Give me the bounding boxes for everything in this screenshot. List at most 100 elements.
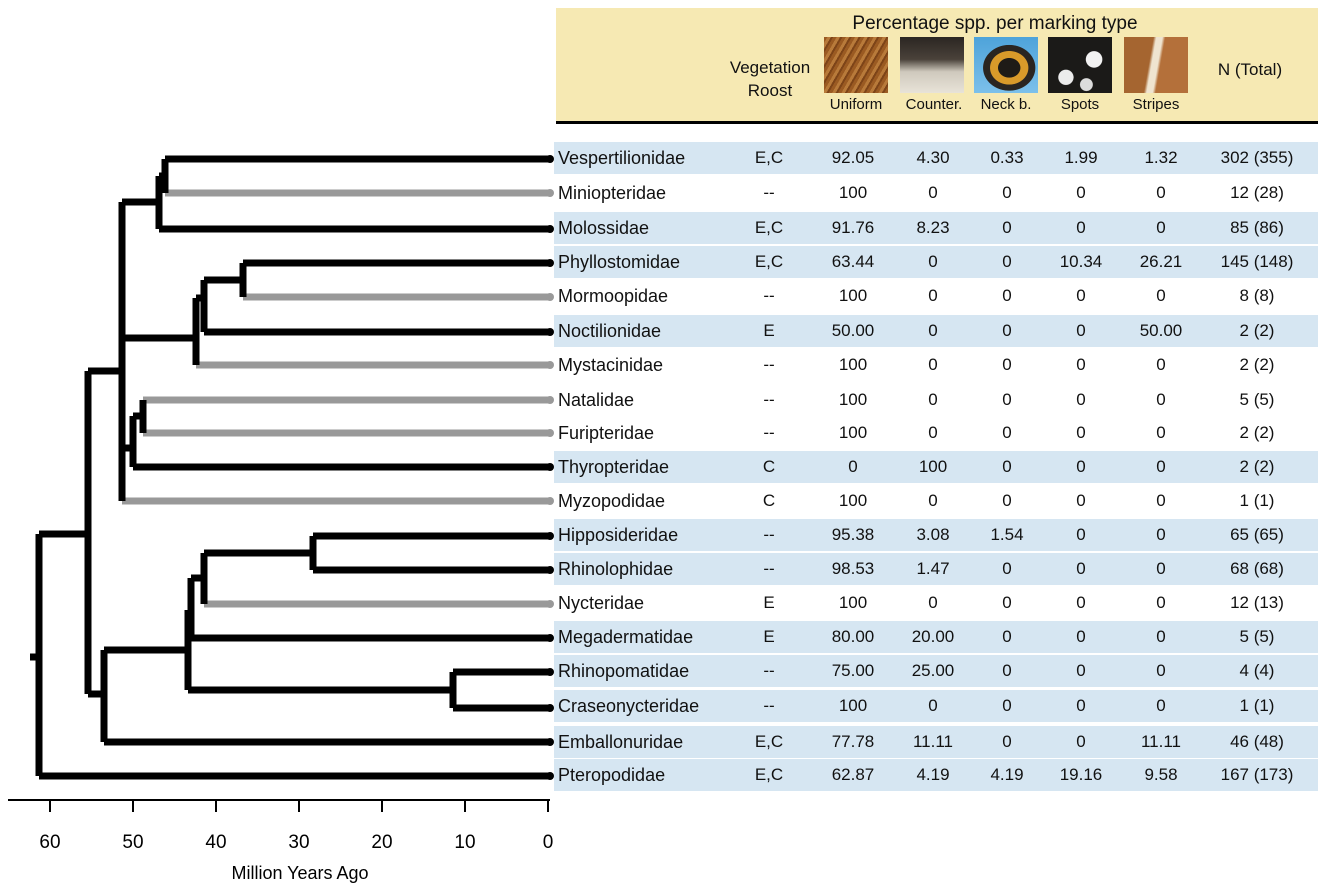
family-name: Natalidae xyxy=(558,390,635,410)
cell-uniform: 91.76 xyxy=(831,218,875,237)
cell-stripes: 0 xyxy=(1156,423,1166,442)
cell-counter: 8.23 xyxy=(916,218,950,237)
cell-neck: 0 xyxy=(1002,252,1012,271)
cell-spots: 0 xyxy=(1076,321,1086,340)
time-axis: 60 50 40 30 20 10 0 Million Years Ago xyxy=(8,799,553,883)
cell-uniform: 80.00 xyxy=(831,627,875,646)
tip-node xyxy=(546,704,554,712)
cell-counter: 20.00 xyxy=(911,627,955,646)
cell-n: 145 (148) xyxy=(1220,252,1294,271)
cell-roost: E,C xyxy=(754,732,784,751)
tip-node xyxy=(546,532,554,540)
tip-node xyxy=(546,155,554,163)
table-row: Natalidae -- 100 0 0 0 0 5 (5) xyxy=(554,384,1318,416)
family-name: Rhinolophidae xyxy=(558,559,674,579)
table-row: Megadermatidae E 80.00 20.00 0 0 0 5 (5) xyxy=(554,621,1318,653)
cell-spots: 0 xyxy=(1076,286,1086,305)
table-row: Mormoopidae -- 100 0 0 0 0 8 (8) xyxy=(554,280,1318,312)
cell-counter: 0 xyxy=(928,355,938,374)
cell-spots: 0 xyxy=(1076,525,1086,544)
cell-spots: 0 xyxy=(1076,423,1086,442)
vegetation-roost-header: Vegetation Roost xyxy=(729,58,811,100)
cell-n: 68 (68) xyxy=(1230,559,1284,578)
marking-label-uniform: Uniform xyxy=(829,96,883,113)
tip-node xyxy=(546,497,554,505)
cell-stripes: 50.00 xyxy=(1139,321,1183,340)
family-name: Nycteridae xyxy=(558,593,645,613)
cell-roost: -- xyxy=(763,423,775,442)
cell-neck: 0 xyxy=(1002,661,1012,680)
cell-stripes: 0 xyxy=(1156,218,1166,237)
cell-neck: 0 xyxy=(1002,390,1012,409)
table-row: Phyllostomidae E,C 63.44 0 0 10.34 26.21 145 (1… xyxy=(554,246,1318,278)
cell-counter: 0 xyxy=(928,183,938,202)
cell-roost: E,C xyxy=(754,252,784,271)
family-name: Megadermatidae xyxy=(558,627,694,647)
cell-neck: 1.54 xyxy=(990,525,1024,544)
cell-roost: -- xyxy=(763,286,775,305)
family-name: Phyllostomidae xyxy=(558,252,681,272)
marking-label-counter: Counter. xyxy=(905,96,963,113)
uniform-fur-image xyxy=(824,37,888,93)
family-name: Thyropteridae xyxy=(558,457,670,477)
cell-uniform: 100 xyxy=(838,423,868,442)
cell-spots: 0 xyxy=(1076,696,1086,715)
family-name: Hipposideridae xyxy=(558,525,679,545)
cell-uniform: 100 xyxy=(838,491,868,510)
cell-counter: 3.08 xyxy=(916,525,950,544)
neck-band-bat-image xyxy=(974,37,1038,93)
cell-stripes: 0 xyxy=(1156,696,1166,715)
cell-counter: 100 xyxy=(918,457,948,476)
family-name: Furipteridae xyxy=(558,423,655,443)
cell-counter: 4.19 xyxy=(916,765,950,784)
table-row: Rhinopomatidae -- 75.00 25.00 0 0 0 4 (4) xyxy=(554,655,1318,687)
table-row: Nycteridae E 100 0 0 0 0 12 (13) xyxy=(554,587,1318,619)
cell-stripes: 9.58 xyxy=(1144,765,1178,784)
table-row: Emballonuridae E,C 77.78 11.11 0 0 11.11 46 (48… xyxy=(554,726,1318,758)
table-row: Mystacinidae -- 100 0 0 0 0 2 (2) xyxy=(554,349,1318,381)
axis-label: Million Years Ago xyxy=(231,863,368,883)
family-name: Pteropodidae xyxy=(558,765,666,785)
cell-n: 5 (5) xyxy=(1239,390,1275,409)
cell-uniform: 100 xyxy=(838,355,868,374)
cell-counter: 0 xyxy=(928,593,938,612)
cell-stripes: 0 xyxy=(1156,183,1166,202)
cell-stripes: 0 xyxy=(1156,593,1166,612)
cell-counter: 0 xyxy=(928,390,938,409)
cell-counter: 0 xyxy=(928,321,938,340)
cell-roost: -- xyxy=(763,183,775,202)
cell-spots: 0 xyxy=(1076,218,1086,237)
axis-tick-label: 30 xyxy=(288,832,309,853)
cell-uniform: 75.00 xyxy=(831,661,875,680)
cell-n: 5 (5) xyxy=(1239,627,1275,646)
spots-fur-image xyxy=(1048,37,1112,93)
cell-neck: 0 xyxy=(1002,732,1012,751)
cell-spots: 0 xyxy=(1076,559,1086,578)
cell-neck: 0 xyxy=(1002,423,1012,442)
family-name: Emballonuridae xyxy=(558,732,684,752)
cell-spots: 0 xyxy=(1076,593,1086,612)
cell-n: 4 (4) xyxy=(1239,661,1275,680)
cell-roost: E xyxy=(763,627,775,646)
cell-roost: E,C xyxy=(754,148,784,167)
cell-stripes: 26.21 xyxy=(1139,252,1183,271)
cell-spots: 10.34 xyxy=(1059,252,1103,271)
cell-neck: 0 xyxy=(1002,491,1012,510)
cell-roost: -- xyxy=(763,525,775,544)
tip-node xyxy=(546,600,554,608)
cell-uniform: 100 xyxy=(838,593,868,612)
tip-node xyxy=(546,634,554,642)
cell-uniform: 92.05 xyxy=(831,148,875,167)
cell-n: 2 (2) xyxy=(1239,321,1275,340)
cell-stripes: 0 xyxy=(1156,286,1166,305)
family-name: Miniopteridae xyxy=(558,183,667,203)
table-row: Pteropodidae E,C 62.87 4.19 4.19 19.16 9.58 167… xyxy=(554,759,1318,791)
cell-uniform: 77.78 xyxy=(831,732,875,751)
marking-label-spots: Spots xyxy=(1060,96,1100,113)
family-name: Craseonycteridae xyxy=(558,696,700,716)
axis-tick-label: 50 xyxy=(122,832,143,853)
cell-n: 2 (2) xyxy=(1239,355,1275,374)
family-name: Noctilionidae xyxy=(558,321,662,341)
tip-node xyxy=(546,259,554,267)
cell-counter: 0 xyxy=(928,423,938,442)
